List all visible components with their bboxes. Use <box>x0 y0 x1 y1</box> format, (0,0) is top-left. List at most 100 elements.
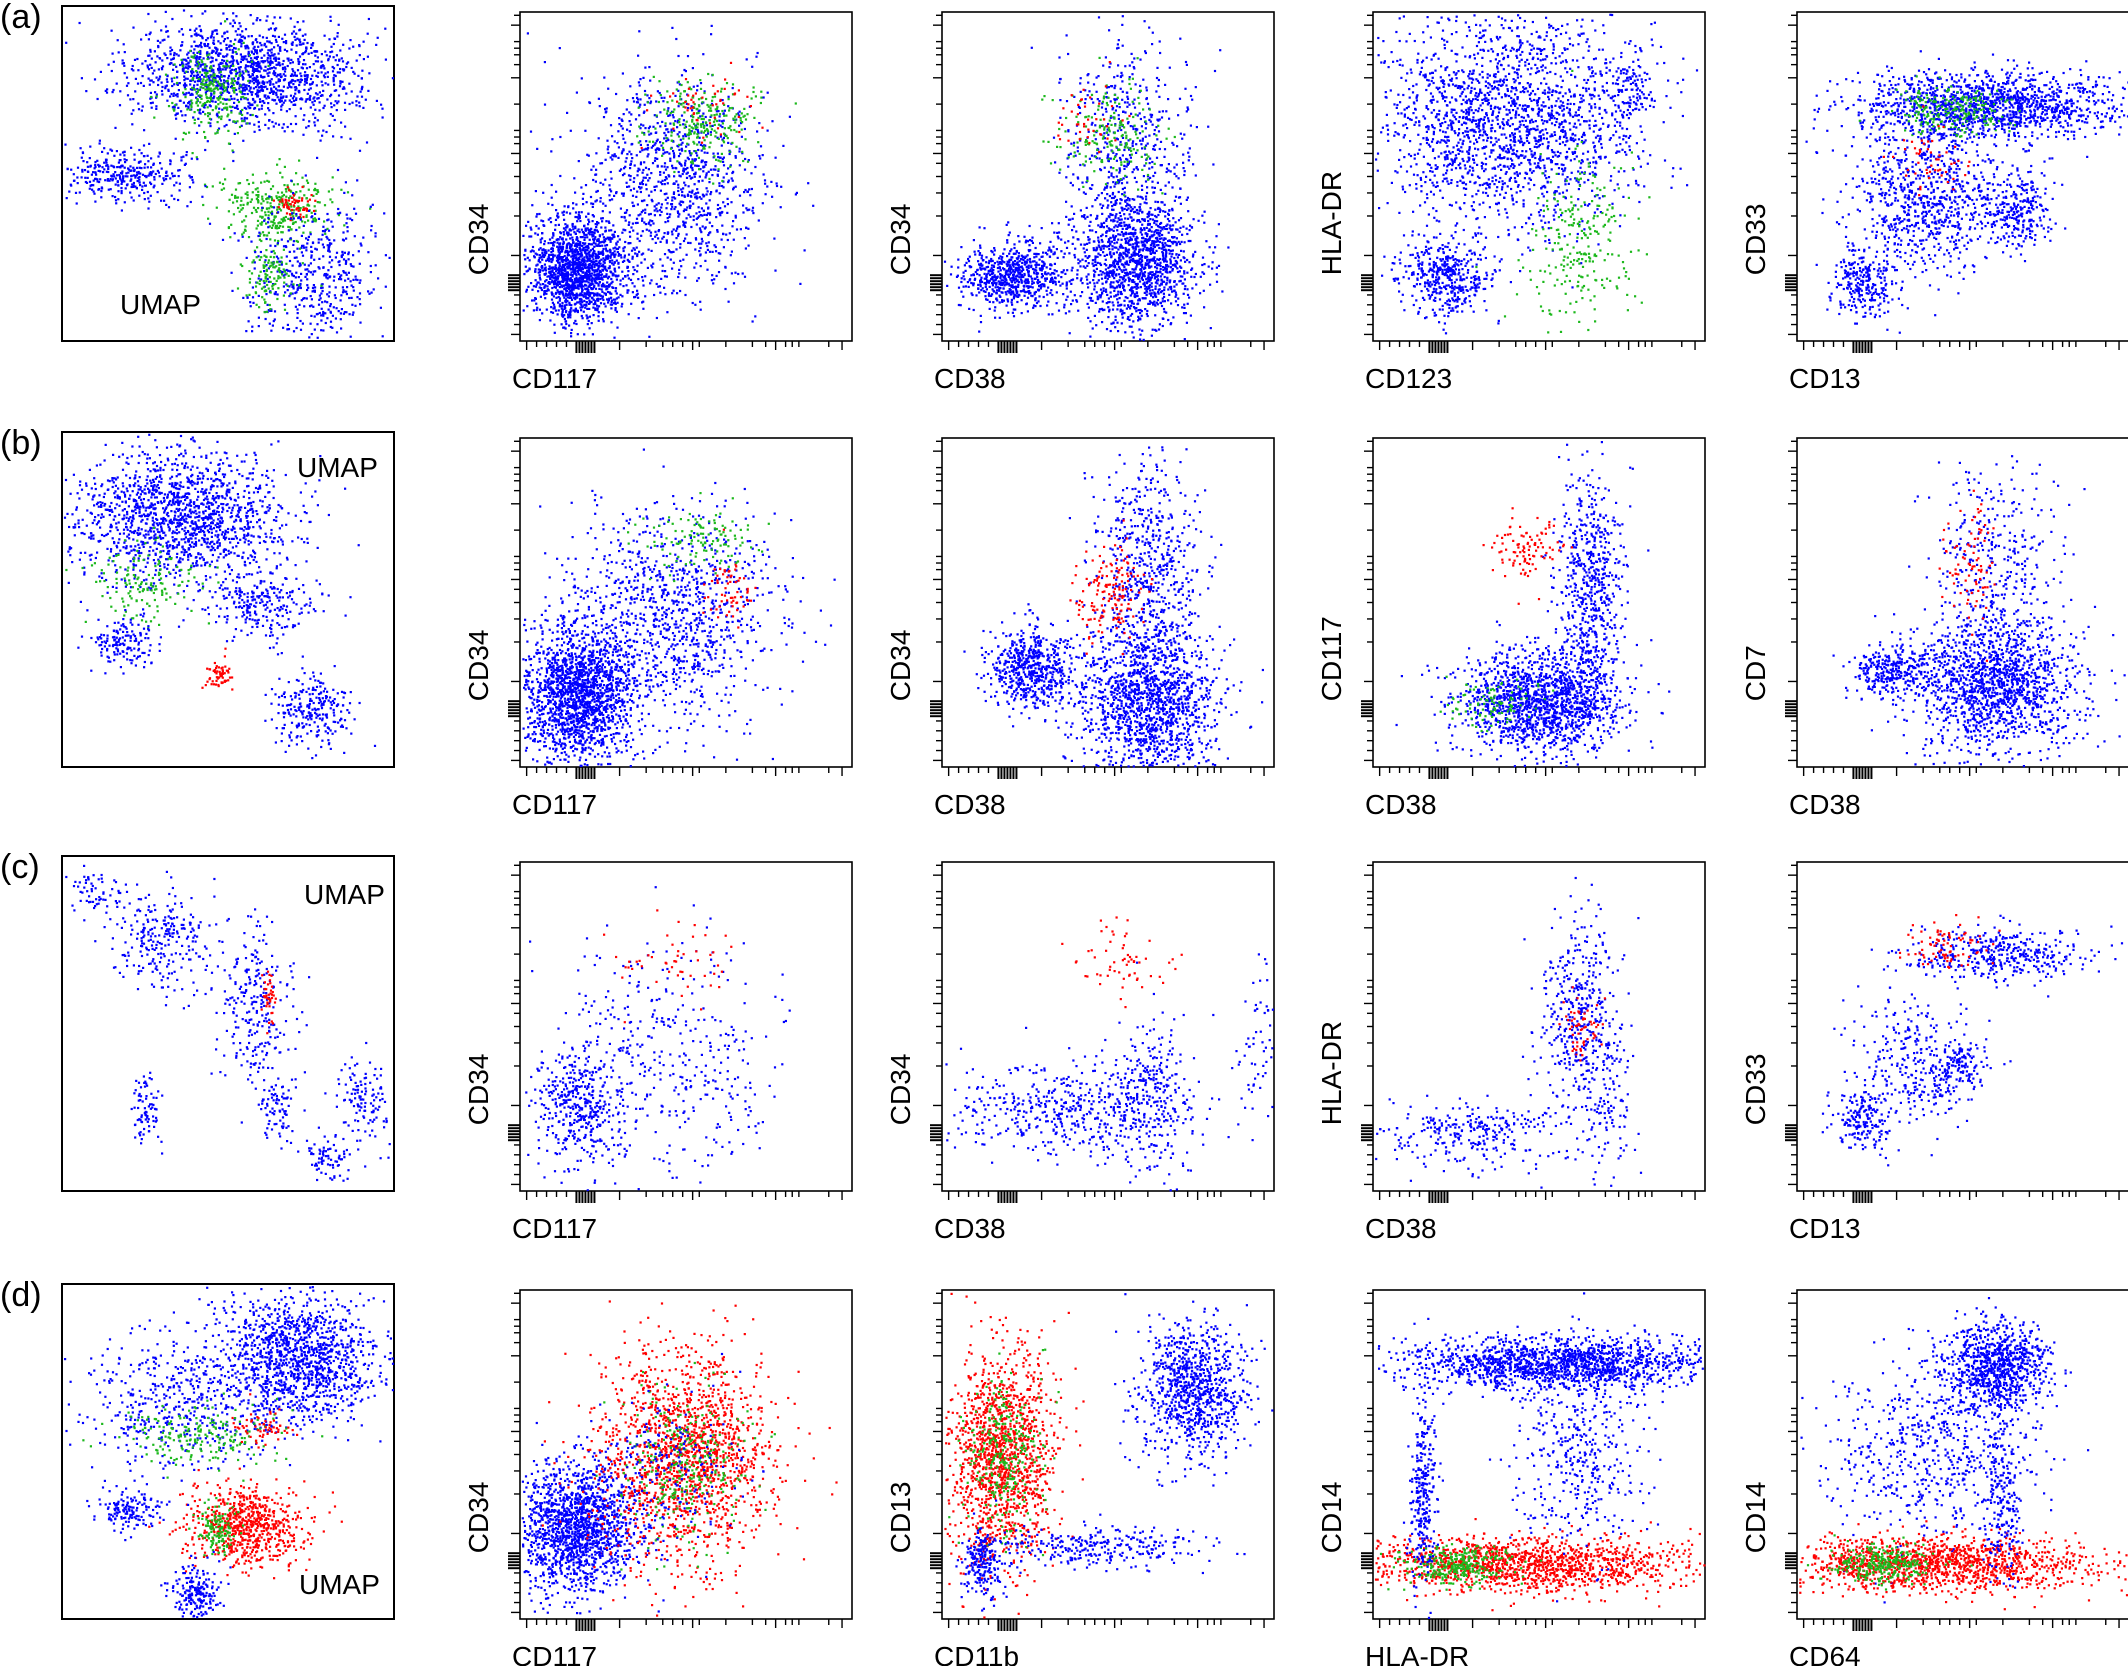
event-point <box>217 75 219 77</box>
row-label: (a) <box>0 0 42 36</box>
event-point <box>232 19 234 21</box>
event-point <box>313 104 315 106</box>
event-point <box>345 66 347 68</box>
event-point <box>283 60 285 62</box>
event-point <box>271 54 273 56</box>
event-point <box>333 104 335 106</box>
flow-cytometry-figure: (a)UMAPCD117CD34CD38CD34CD123HLA-DRCD13C… <box>0 0 2128 1666</box>
event-point <box>290 123 292 125</box>
event-point <box>235 30 237 32</box>
event-point <box>244 93 246 95</box>
event-point <box>251 94 253 96</box>
event-point <box>285 42 287 44</box>
event-point <box>179 64 181 66</box>
event-point <box>338 94 340 96</box>
event-point <box>150 102 152 104</box>
event-point <box>192 71 194 73</box>
event-point <box>275 122 277 124</box>
event-point <box>331 106 333 108</box>
event-point <box>281 127 283 129</box>
event-point <box>290 49 292 51</box>
event-point <box>298 84 300 86</box>
event-point <box>111 70 113 72</box>
event-point <box>238 22 240 24</box>
event-point <box>302 119 304 121</box>
event-point <box>328 38 330 40</box>
event-point <box>141 110 143 112</box>
event-point <box>243 87 245 89</box>
event-point <box>272 22 274 24</box>
event-point <box>273 125 275 127</box>
event-point <box>313 63 315 65</box>
event-point <box>283 41 285 43</box>
event-point <box>305 127 307 129</box>
event-point <box>266 15 268 17</box>
event-point <box>158 68 160 70</box>
event-point <box>100 71 102 73</box>
event-point <box>161 93 163 95</box>
event-point <box>191 45 193 47</box>
event-point <box>326 98 328 100</box>
event-point <box>237 99 239 101</box>
event-point <box>239 34 241 36</box>
event-point <box>118 51 120 53</box>
event-point <box>196 57 198 59</box>
event-point <box>229 23 231 25</box>
event-point <box>213 39 215 41</box>
event-point <box>324 51 326 53</box>
event-point <box>196 84 198 86</box>
event-point <box>197 67 199 69</box>
event-point <box>285 40 287 42</box>
event-point <box>293 100 295 102</box>
event-point <box>124 51 126 53</box>
event-point <box>297 69 299 71</box>
event-point <box>207 37 209 39</box>
event-point <box>322 90 324 92</box>
event-point <box>234 133 236 135</box>
event-point <box>199 76 201 78</box>
event-point <box>275 94 277 96</box>
event-point <box>363 41 365 43</box>
event-point <box>122 62 124 64</box>
event-point <box>268 127 270 129</box>
event-point <box>330 46 332 48</box>
event-point <box>230 95 232 97</box>
event-point <box>194 30 196 32</box>
event-point <box>168 90 170 92</box>
event-point <box>235 15 237 17</box>
event-point <box>233 102 235 104</box>
event-point <box>272 83 274 85</box>
event-point <box>187 78 189 80</box>
event-point <box>65 42 67 44</box>
event-point <box>126 77 128 79</box>
event-point <box>356 95 358 97</box>
event-point <box>207 43 209 45</box>
event-point <box>181 114 183 116</box>
event-point <box>304 63 306 65</box>
event-point <box>266 88 268 90</box>
event-point <box>183 76 185 78</box>
event-point <box>283 86 285 88</box>
event-point <box>297 21 299 23</box>
event-point <box>154 20 156 22</box>
event-point <box>166 85 168 87</box>
event-point <box>226 18 228 20</box>
event-point <box>250 75 252 77</box>
event-point <box>284 130 286 132</box>
event-point <box>240 61 242 63</box>
event-point <box>195 64 197 66</box>
event-point <box>122 59 124 61</box>
event-point <box>293 30 295 32</box>
event-point <box>345 93 347 95</box>
event-point <box>112 91 114 93</box>
event-point <box>337 71 339 73</box>
event-point <box>335 100 337 102</box>
event-point <box>134 59 136 61</box>
event-point <box>264 124 266 126</box>
event-point <box>235 73 237 75</box>
event-point <box>266 72 268 74</box>
event-point <box>166 57 168 59</box>
event-point <box>321 81 323 83</box>
event-point <box>223 40 225 42</box>
event-point <box>193 84 195 86</box>
